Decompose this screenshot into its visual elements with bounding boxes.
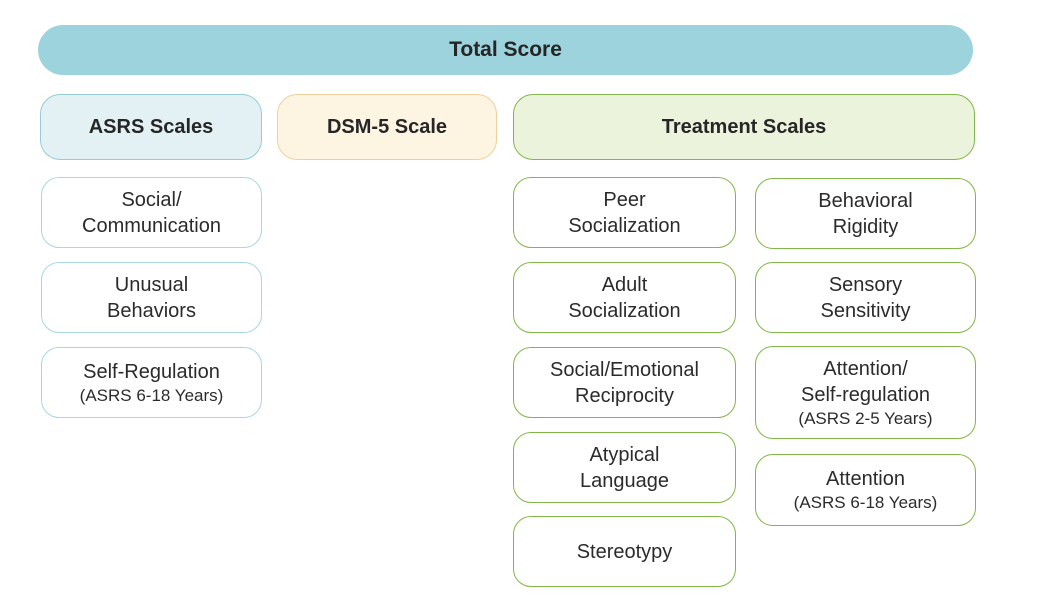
scale-box-unusual-behaviors: Unusual Behaviors — [41, 262, 262, 333]
scale-box-label: Adult Socialization — [568, 273, 681, 322]
dsm5-scale-header: DSM-5 Scale — [277, 94, 497, 160]
asrs-scales-header: ASRS Scales — [40, 94, 262, 160]
scale-box-label: Atypical Language — [580, 443, 669, 492]
scale-box-label: Social/ Communication — [82, 188, 221, 237]
total-score-label: Total Score — [449, 38, 562, 61]
scale-box-sublabel: (ASRS 6-18 Years) — [79, 385, 224, 405]
scale-box-label: Behavioral Rigidity — [818, 189, 913, 238]
scale-box-attention-self-regulation: Attention/ Self-regulation (ASRS 2-5 Yea… — [755, 346, 976, 439]
scale-box-behavioral-rigidity: Behavioral Rigidity — [755, 178, 976, 249]
scale-box-sublabel: (ASRS 6-18 Years) — [793, 493, 938, 513]
scale-box-label: Social/Emotional Reciprocity — [550, 358, 699, 407]
scale-box-attention: Attention (ASRS 6-18 Years) — [755, 454, 976, 526]
scale-box-label: Attention — [826, 468, 905, 491]
scale-box-social-communication: Social/ Communication — [41, 177, 262, 248]
total-score-bar: Total Score — [38, 25, 973, 75]
treatment-scales-header-label: Treatment Scales — [661, 115, 827, 138]
scale-box-label: Self-Regulation — [83, 360, 220, 383]
dsm5-scale-header-label: DSM-5 Scale — [326, 115, 448, 138]
scale-box-adult-socialization: Adult Socialization — [513, 262, 736, 333]
scale-box-social-emotional-reciprocity: Social/Emotional Reciprocity — [513, 347, 736, 418]
scale-box-stereotypy: Stereotypy — [513, 516, 736, 587]
scale-box-atypical-language: Atypical Language — [513, 432, 736, 503]
scale-box-sensory-sensitivity: Sensory Sensitivity — [755, 262, 976, 333]
scale-box-label: Sensory Sensitivity — [820, 273, 911, 322]
scale-box-label: Attention/ Self-regulation — [801, 357, 930, 406]
scale-box-self-regulation: Self-Regulation (ASRS 6-18 Years) — [41, 347, 262, 418]
scale-box-label: Stereotypy — [576, 540, 673, 563]
treatment-scales-header: Treatment Scales — [513, 94, 975, 160]
asrs-scales-header-label: ASRS Scales — [88, 115, 214, 138]
scale-box-label: Peer Socialization — [568, 188, 681, 237]
scale-box-label: Unusual Behaviors — [107, 273, 196, 322]
scale-box-peer-socialization: Peer Socialization — [513, 177, 736, 248]
scale-box-sublabel: (ASRS 2-5 Years) — [798, 408, 933, 428]
